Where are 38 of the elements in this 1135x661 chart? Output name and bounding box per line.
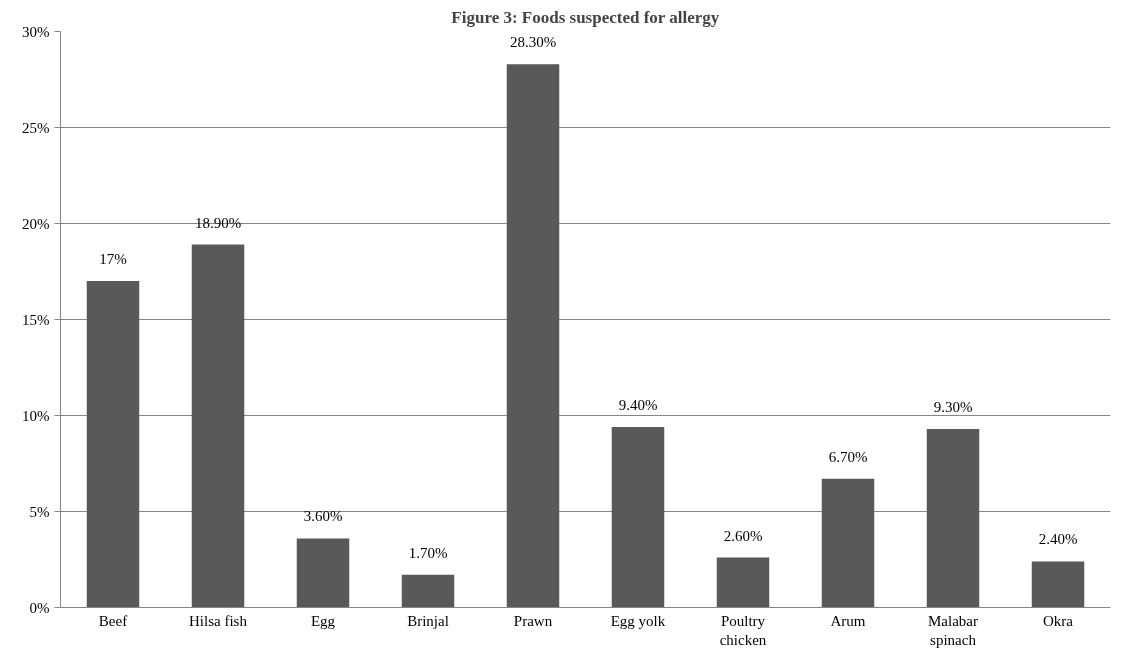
x-tick-label: Okra bbox=[1043, 612, 1074, 629]
data-label: 9.30% bbox=[933, 398, 973, 415]
y-tick-label: 30% bbox=[22, 23, 50, 40]
data-label: 1.70% bbox=[408, 544, 448, 561]
y-tick-label: 5% bbox=[29, 503, 50, 520]
x-tick-label: Poultry chicken bbox=[719, 612, 767, 648]
bar bbox=[1031, 561, 1085, 608]
x-tick-label: Arum bbox=[830, 612, 866, 629]
y-tick-label: 20% bbox=[22, 215, 50, 232]
bar bbox=[611, 427, 665, 608]
bar bbox=[296, 538, 350, 608]
x-tick-label: Egg bbox=[310, 612, 336, 629]
x-tick-label: Prawn bbox=[513, 612, 553, 629]
chart-title: Figure 3: Foods suspected for allergy bbox=[451, 7, 720, 27]
bar bbox=[926, 428, 980, 608]
data-label: 2.60% bbox=[723, 527, 763, 544]
data-label: 9.40% bbox=[618, 397, 658, 414]
data-label: 2.40% bbox=[1038, 531, 1078, 548]
data-label: 17% bbox=[99, 251, 127, 268]
y-tick-label: 10% bbox=[22, 407, 50, 424]
bar bbox=[191, 244, 245, 608]
bar bbox=[401, 574, 455, 608]
x-tick-label: Hilsa fish bbox=[189, 612, 248, 629]
bar bbox=[506, 64, 560, 608]
data-label: 18.90% bbox=[194, 214, 242, 231]
y-tick-label: 15% bbox=[22, 311, 50, 328]
data-label: 28.30% bbox=[509, 34, 557, 51]
bar bbox=[821, 478, 875, 608]
x-tick-label: Beef bbox=[98, 612, 128, 629]
bar bbox=[716, 557, 770, 608]
data-label: 6.70% bbox=[828, 448, 868, 465]
x-tick-label: Malabar spinach bbox=[928, 612, 978, 648]
data-label: 3.60% bbox=[303, 508, 343, 525]
y-tick-label: 25% bbox=[22, 119, 50, 136]
x-tick-label: Brinjal bbox=[407, 612, 449, 629]
bar bbox=[86, 281, 140, 608]
x-tick-label: Egg yolk bbox=[610, 612, 666, 629]
y-tick-label: 0% bbox=[29, 599, 50, 616]
